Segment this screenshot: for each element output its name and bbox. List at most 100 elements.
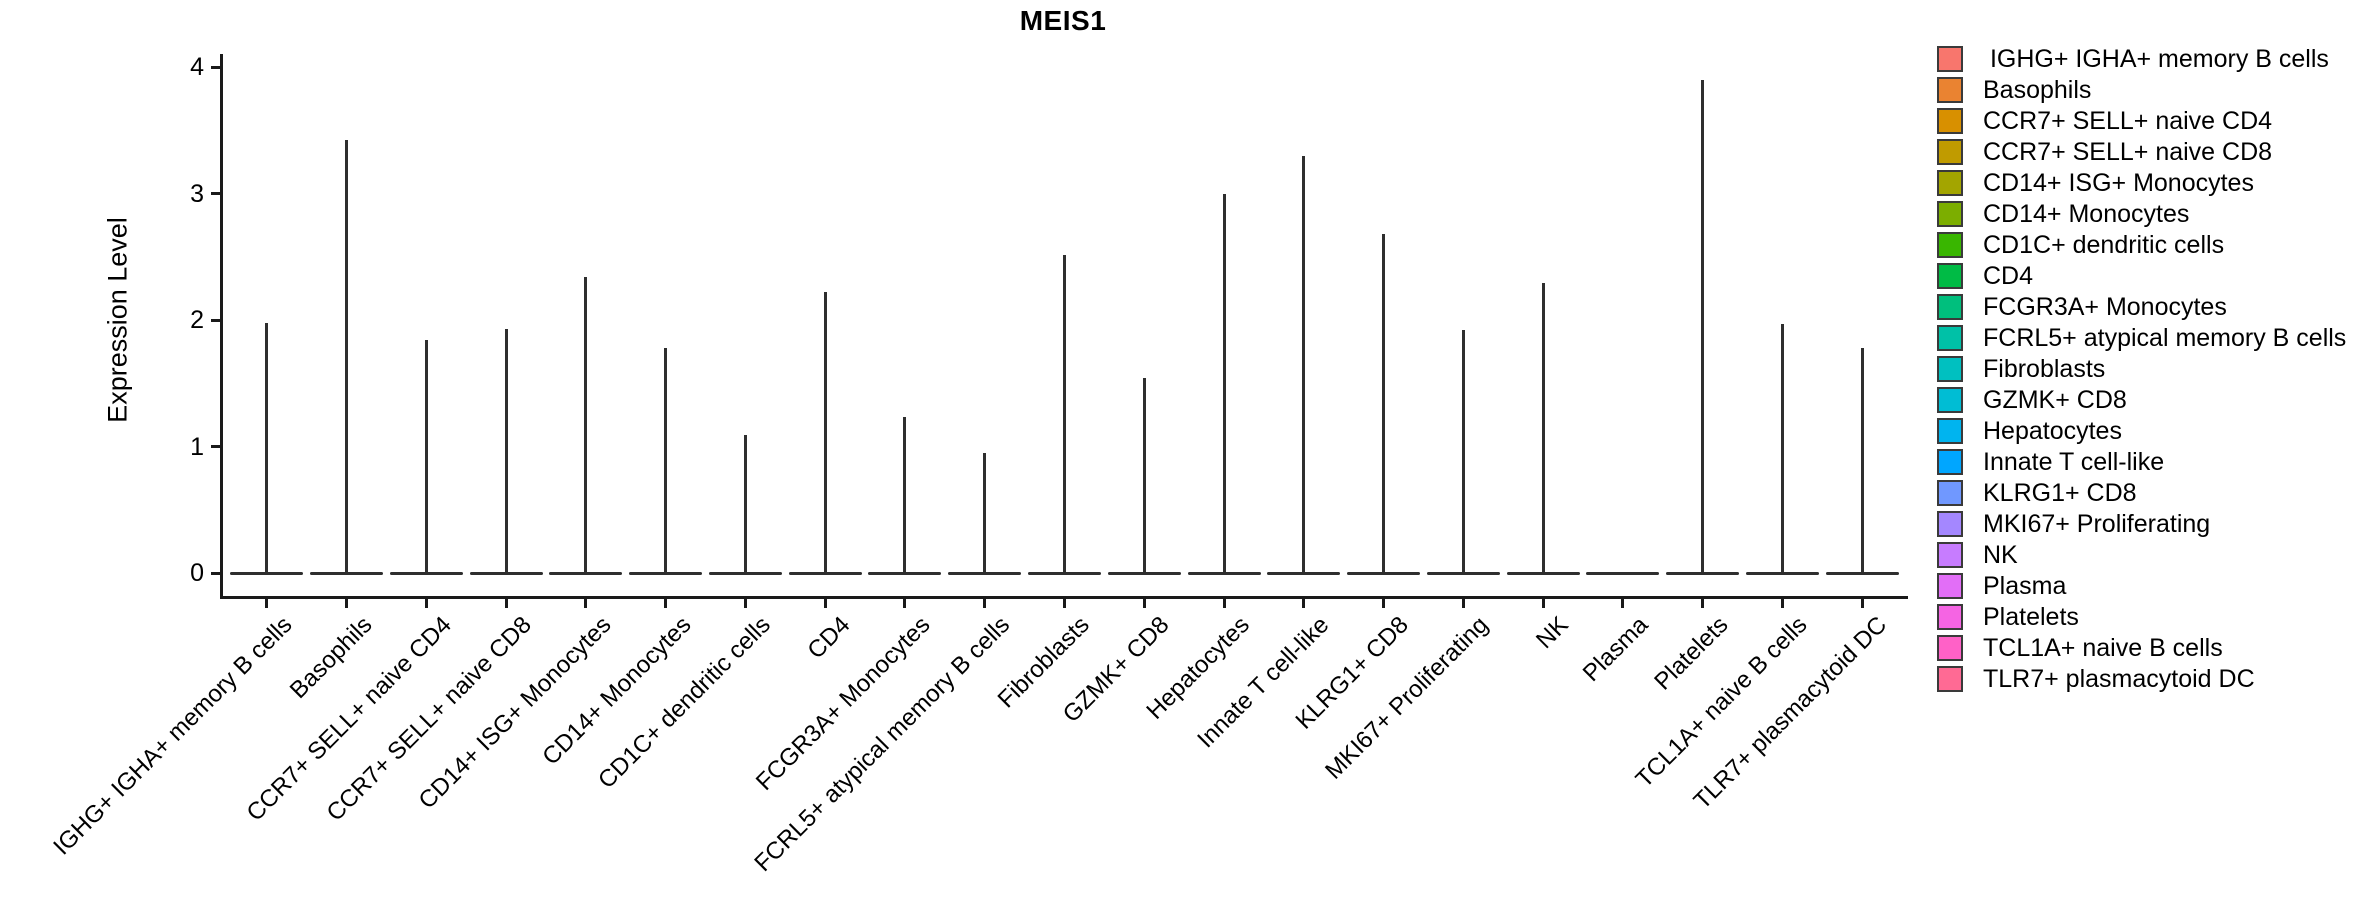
y-axis-line: [220, 54, 223, 599]
violin-base: [1187, 571, 1261, 575]
violin-spike: [1063, 255, 1066, 573]
legend-item: Hepatocytes: [1937, 418, 2346, 444]
y-tick: [211, 571, 221, 575]
legend-swatch: [1937, 418, 1963, 444]
legend-swatch: [1937, 201, 1963, 227]
violin-base: [788, 571, 862, 575]
y-tick: [211, 318, 221, 322]
violin-base: [230, 571, 304, 575]
legend-swatch: [1937, 511, 1963, 537]
y-tick: [211, 65, 221, 69]
legend-label: CD4: [1983, 262, 2034, 290]
violin-base: [549, 571, 623, 575]
legend-swatch: [1937, 77, 1963, 103]
legend-label: Fibroblasts: [1983, 355, 2106, 383]
violin-base: [1506, 571, 1580, 575]
violin-spike: [983, 452, 987, 573]
legend-item: MKI67+ Proliferating: [1937, 511, 2346, 537]
violin-spike: [823, 292, 827, 573]
legend-item: Basophils: [1937, 77, 2346, 103]
x-tick: [1302, 599, 1306, 608]
legend-item: Fibroblasts: [1937, 356, 2346, 382]
legend-item: IGHG+ IGHA+ memory B cells: [1937, 46, 2346, 72]
violin-base: [948, 571, 1022, 575]
violin-spike: [1860, 347, 1864, 573]
legend-label: KLRG1+ CD8: [1983, 479, 2137, 507]
legend-label: Plasma: [1983, 572, 2067, 600]
legend-swatch: [1937, 573, 1963, 599]
x-tick: [345, 599, 349, 608]
x-tick: [664, 599, 668, 608]
violin-spike: [903, 417, 907, 573]
legend-item: TCL1A+ naive B cells: [1937, 635, 2346, 661]
legend-label: CCR7+ SELL+ naive CD4: [1983, 107, 2273, 135]
legend-item: FCRL5+ atypical memory B cells: [1937, 325, 2346, 351]
violin-base: [310, 571, 384, 575]
violin-base: [1666, 571, 1740, 575]
x-tick: [1780, 599, 1784, 608]
legend-item: TLR7+ plasmacytoid DC: [1937, 666, 2346, 692]
violin-spike: [1541, 283, 1545, 573]
legend-swatch: [1937, 387, 1963, 413]
x-tick: [823, 599, 827, 608]
legend: IGHG+ IGHA+ memory B cells Basophils CCR7+…: [1937, 46, 2346, 692]
legend-swatch: [1937, 542, 1963, 568]
violin-spike: [424, 340, 428, 573]
legend-item: CD1C+ dendritic cells: [1937, 232, 2346, 258]
x-axis-label: CD14+ Monocytes: [536, 611, 697, 771]
legend-label: CD1C+ dendritic cells: [1983, 231, 2225, 259]
legend-item: CCR7+ SELL+ naive CD8: [1937, 139, 2346, 165]
legend-swatch: [1937, 325, 1963, 351]
legend-label: Hepatocytes: [1983, 417, 2122, 445]
violin-spike: [1302, 155, 1306, 573]
violin-spike: [265, 322, 269, 573]
y-tick-label: 4: [190, 53, 204, 81]
x-axis-label: CD4: [802, 611, 856, 665]
legend-item: CD14+ Monocytes: [1937, 201, 2346, 227]
x-tick: [1461, 599, 1465, 608]
violin-spike: [1461, 330, 1465, 573]
legend-item: GZMK+ CD8: [1937, 387, 2346, 413]
x-tick: [424, 599, 428, 608]
legend-label: GZMK+ CD8: [1983, 386, 2127, 414]
x-axis-label: Plasma: [1577, 611, 1654, 687]
legend-swatch: [1937, 170, 1963, 196]
legend-label: Basophils: [1983, 76, 2092, 104]
legend-label: CD14+ Monocytes: [1983, 200, 2190, 228]
violin-base: [1426, 571, 1500, 575]
x-tick: [743, 599, 747, 608]
violin-spike: [1382, 233, 1386, 573]
y-tick-label: 1: [190, 432, 204, 461]
x-tick: [1541, 599, 1545, 608]
legend-label: IGHG+ IGHA+ memory B cells: [1983, 45, 2329, 73]
legend-label: CCR7+ SELL+ naive CD8: [1983, 138, 2273, 166]
legend-item: NK: [1937, 542, 2346, 568]
x-tick: [983, 599, 987, 608]
legend-label: Innate T cell-like: [1983, 448, 2165, 476]
violin-base: [1586, 571, 1660, 575]
y-tick-label: 0: [190, 559, 204, 587]
violin-spike: [1701, 79, 1705, 573]
x-tick: [1063, 599, 1066, 608]
violin-spike: [1222, 193, 1226, 573]
legend-label: TLR7+ plasmacytoid DC: [1983, 665, 2255, 693]
legend-swatch: [1937, 480, 1963, 506]
x-axis-label: MKI67+ Proliferating: [1320, 611, 1494, 785]
x-tick: [1222, 599, 1226, 608]
x-tick: [1142, 599, 1146, 608]
violin-spike: [584, 276, 588, 573]
violin-spike: [664, 347, 668, 573]
legend-item: CD4: [1937, 263, 2346, 289]
legend-swatch: [1937, 604, 1963, 630]
violin-spike: [1780, 323, 1784, 573]
legend-item: Plasma: [1937, 573, 2346, 599]
violin-base: [708, 571, 782, 575]
x-axis-label: IGHG+ IGHA+ memory B cells: [43, 611, 298, 866]
legend-swatch: [1937, 232, 1963, 258]
violin-base: [1745, 571, 1819, 575]
violin-spike: [1142, 378, 1146, 573]
violin-spike: [743, 435, 747, 573]
legend-item: Platelets: [1937, 604, 2346, 630]
y-tick: [211, 445, 221, 448]
